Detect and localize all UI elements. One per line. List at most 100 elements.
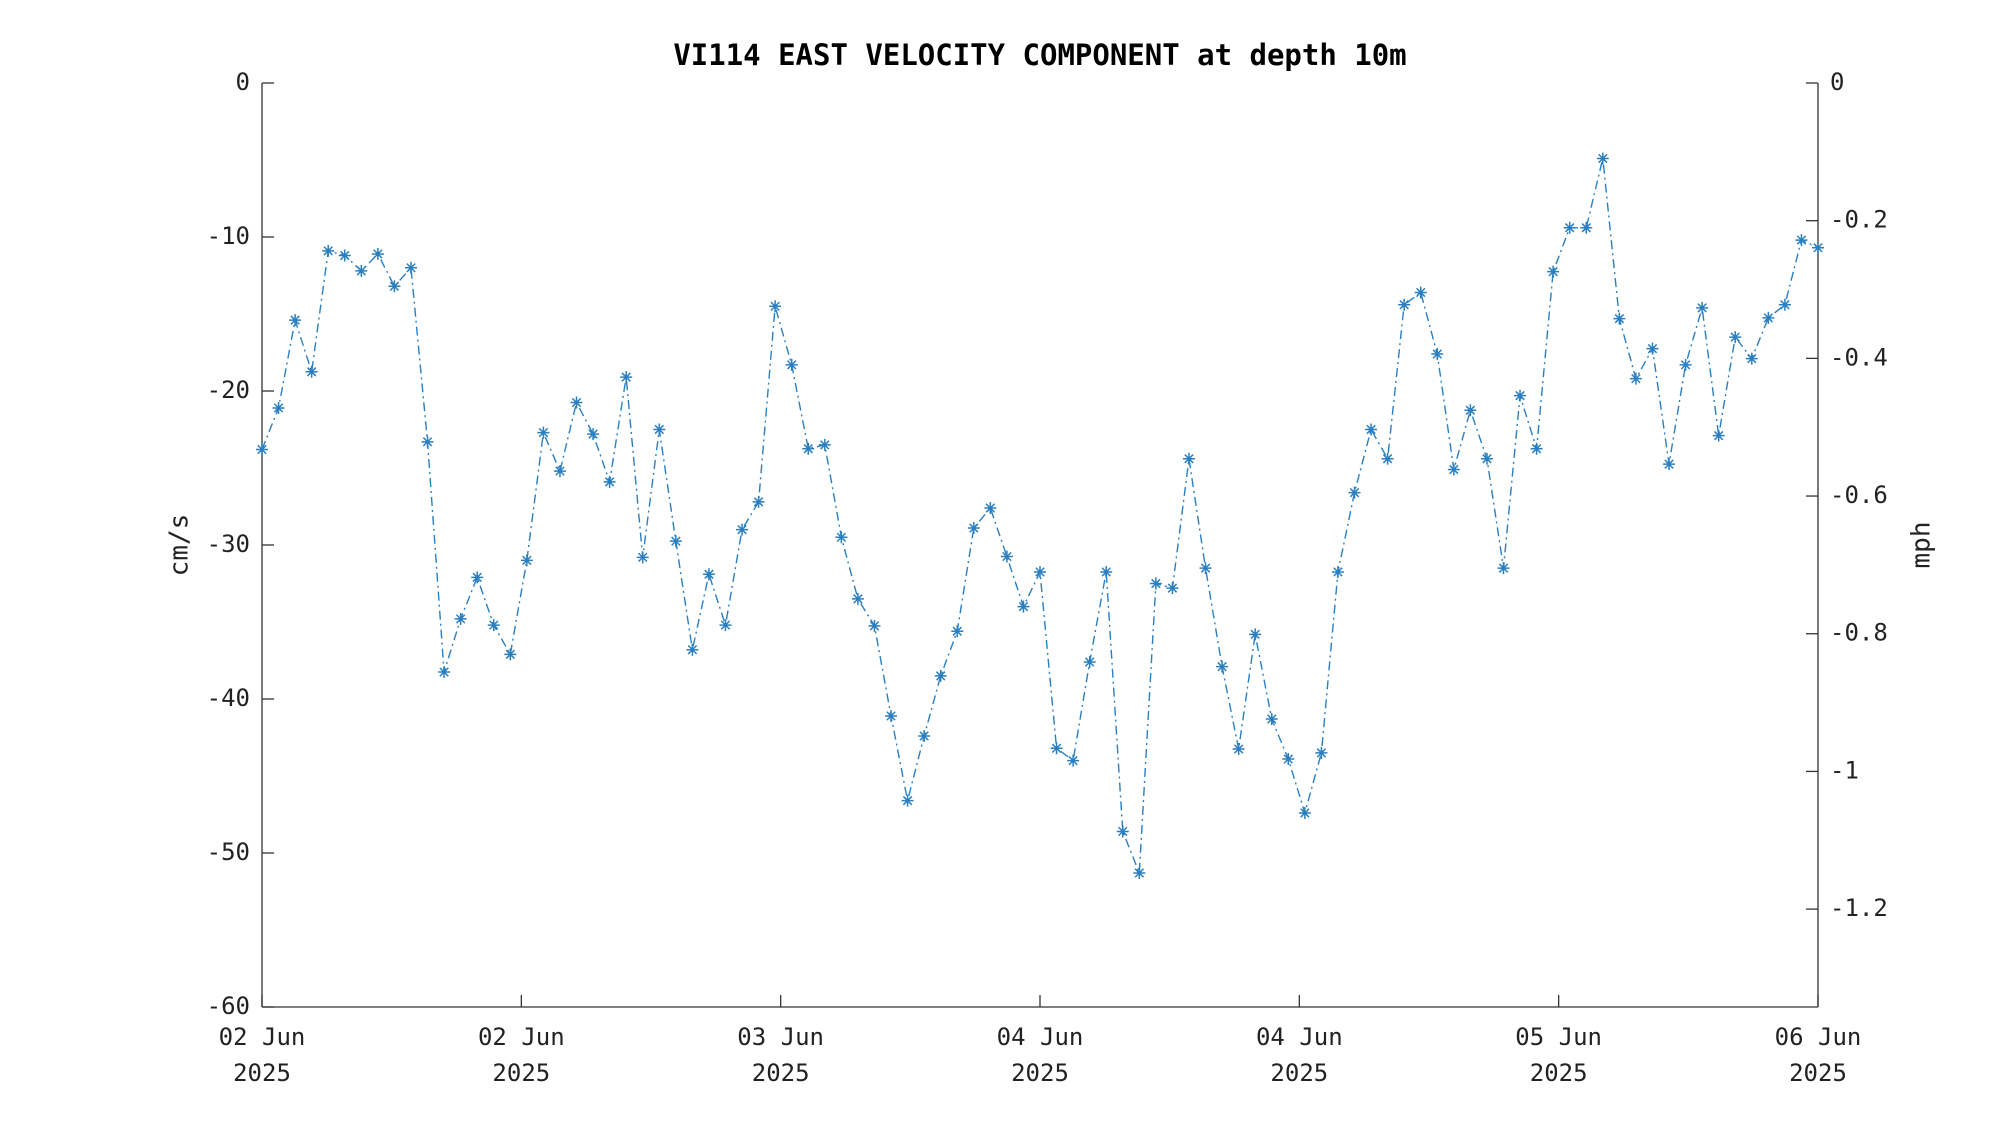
data-point (1398, 298, 1411, 311)
data-point (868, 619, 881, 632)
data-point (1629, 372, 1642, 385)
data-point (1480, 452, 1493, 465)
data-point (603, 475, 616, 488)
y2-tick-label: -0.6 (1830, 481, 1888, 509)
y2-tick-label: -0.2 (1830, 206, 1888, 234)
data-point (1331, 565, 1344, 578)
x-tick-label: 02 Jun 2025 (218, 1023, 306, 1087)
data-point (851, 592, 864, 605)
data-point (388, 280, 401, 293)
chart-title: VI114 EAST VELOCITY COMPONENT at depth 1… (673, 38, 1406, 72)
data-point (1580, 221, 1593, 234)
data-point (1381, 452, 1394, 465)
data-point (289, 314, 302, 327)
y2-tick-label: -0.4 (1830, 343, 1888, 371)
data-point (1232, 743, 1245, 756)
data-point (272, 401, 285, 414)
y2-axis-label: mph (1907, 522, 1937, 569)
data-point (1034, 565, 1046, 578)
data-point (1745, 352, 1758, 365)
data-point (885, 709, 898, 722)
x-tick-label: 05 Jun 2025 (1515, 1023, 1602, 1087)
x-tick-label: 02 Jun 2025 (477, 1023, 565, 1087)
data-point (1679, 358, 1692, 371)
data-point (802, 442, 815, 455)
data-point (338, 249, 351, 262)
x-tick-label: 04 Jun 2025 (1255, 1023, 1343, 1087)
data-point (1315, 746, 1328, 759)
data-point (1298, 806, 1311, 819)
data-point (471, 571, 484, 584)
data-point (553, 465, 566, 478)
data-point (984, 502, 997, 515)
y-tick-label: -30 (207, 530, 250, 558)
x-tick-label: 06 Jun 2025 (1774, 1023, 1862, 1087)
data-point (835, 531, 848, 544)
data-point (1712, 429, 1725, 442)
data-point (736, 523, 749, 536)
data-point (1265, 713, 1278, 726)
data-point (1050, 742, 1063, 755)
data-point (570, 396, 583, 409)
data-point (636, 551, 649, 564)
data-point (587, 428, 600, 441)
data-point (702, 568, 715, 581)
data-point (785, 358, 798, 371)
data-point (934, 669, 947, 682)
data-point (1547, 265, 1560, 278)
data-point (1282, 753, 1295, 766)
data-point (1017, 600, 1030, 613)
data-point (1431, 348, 1444, 361)
data-point (1812, 241, 1824, 254)
data-point (1530, 442, 1543, 455)
y-tick-label: -10 (207, 222, 250, 250)
data-point (1348, 486, 1361, 499)
data-point (1182, 452, 1195, 465)
data-point (1414, 286, 1427, 299)
data-point (1149, 577, 1162, 590)
data-point (951, 625, 964, 638)
data-point (438, 666, 451, 679)
y-axis-label: cm/s (165, 514, 195, 577)
data-point (1696, 301, 1709, 314)
data-point (1778, 298, 1791, 311)
data-point (686, 643, 699, 656)
y2-tick-label: 0 (1830, 68, 1844, 96)
data-point (1563, 221, 1576, 234)
data-point (404, 261, 417, 274)
data-point (719, 619, 732, 632)
data-point (520, 554, 533, 567)
data-point (752, 495, 765, 508)
y2-tick-label: -1 (1830, 756, 1859, 784)
data-point (1795, 234, 1808, 247)
data-point (1729, 331, 1742, 344)
data-point (818, 438, 831, 451)
data-point (1100, 565, 1113, 578)
data-point (487, 619, 500, 632)
data-point (504, 648, 517, 661)
data-point (355, 264, 368, 277)
data-point (1116, 825, 1129, 838)
data-point (1249, 628, 1262, 641)
data-point (620, 371, 633, 384)
data-point (322, 244, 335, 257)
data-point (669, 535, 682, 548)
data-point (1067, 754, 1080, 767)
data-point (1199, 562, 1212, 575)
data-point (421, 435, 434, 448)
data-point (1216, 660, 1229, 673)
data-point (967, 522, 980, 535)
y-tick-label: -50 (207, 838, 250, 866)
x-tick-label: 03 Jun 2025 (737, 1023, 824, 1087)
data-point (1514, 389, 1527, 402)
data-point (371, 247, 384, 260)
y2-tick-label: -0.8 (1830, 619, 1888, 647)
data-point (537, 426, 550, 439)
data-point (1447, 463, 1460, 476)
y-tick-label: -60 (207, 992, 250, 1020)
data-line (261, 158, 1819, 874)
data-point (1762, 311, 1775, 324)
y-tick-label: -40 (207, 684, 250, 712)
data-point (305, 365, 318, 378)
y2-tick-label: -1.2 (1830, 894, 1888, 922)
